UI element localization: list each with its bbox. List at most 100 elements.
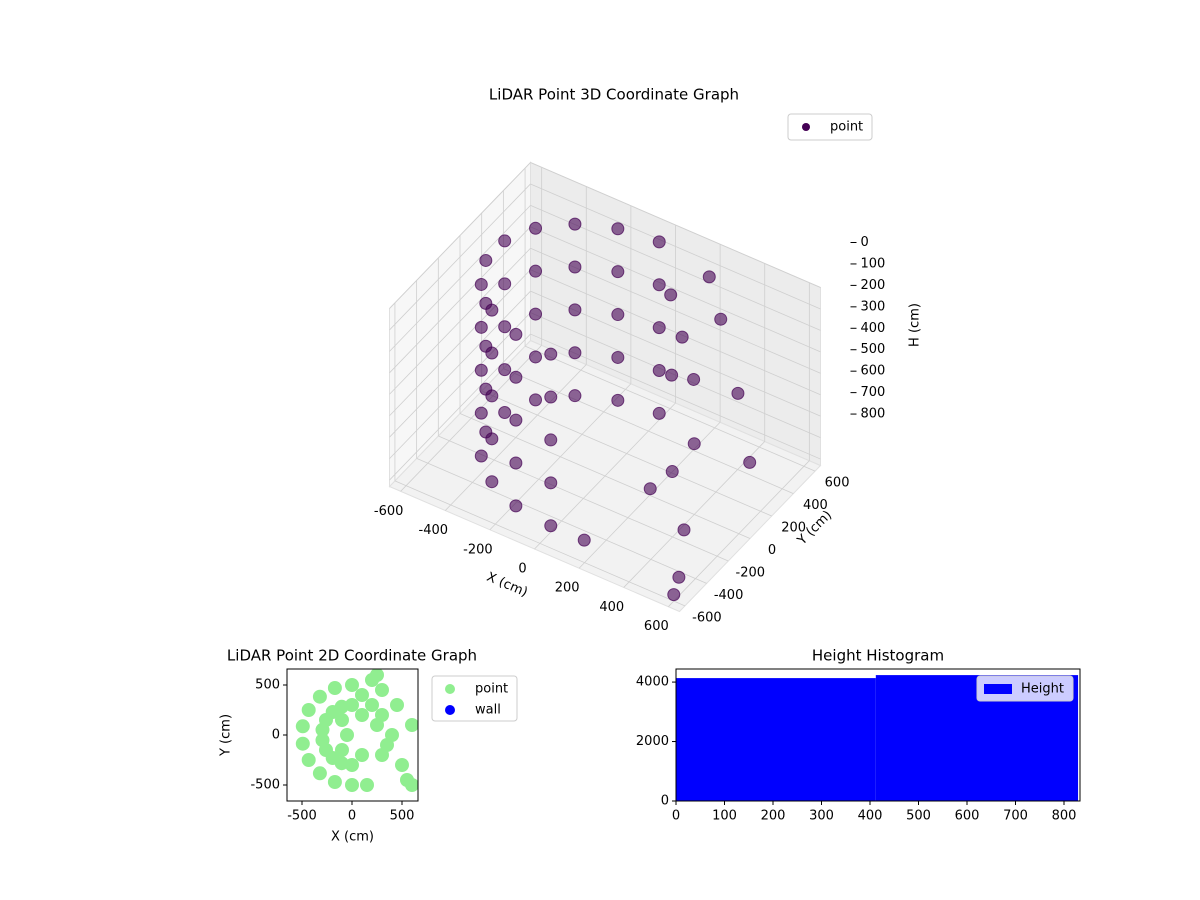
data-point [544,433,558,447]
y-tick-label: 0 [661,794,669,809]
z-tick-label: 700 [861,385,886,400]
data-point [529,264,543,278]
x-tick-label: 200 [761,809,786,824]
y-tick-label: 400 [803,498,828,513]
data-point [529,350,543,364]
data-point [405,718,418,732]
grid-line [394,480,686,607]
y-tick-label: -200 [736,565,766,580]
y-tick-label: 2000 [636,734,669,749]
y-tick-label: -400 [714,588,744,603]
y-tick-label: -500 [250,778,280,793]
data-point [474,320,488,334]
y-tick-label: 200 [781,521,806,536]
data-point [544,519,558,533]
data-point [345,758,359,772]
y-tick-label: 500 [255,678,280,693]
data-point [509,456,523,470]
data-point [375,683,389,697]
data-point [672,570,686,584]
data-point [360,778,374,792]
legend-box [787,113,873,141]
y-tick-label: 4000 [636,675,669,690]
x-tick-label: -200 [463,542,493,557]
z-tick-label: 0 [861,235,869,250]
bar [676,678,876,801]
data-point [665,465,679,479]
data-point [664,288,678,302]
x-tick-label: 0 [518,562,526,577]
data-point [568,346,582,360]
points [295,669,418,792]
data-point [405,778,418,792]
data-point [568,303,582,317]
data-point [611,308,625,322]
data-point [652,235,666,249]
grid-line [389,248,531,395]
x-tick-label: -600 [374,504,404,519]
x-tick-label: -400 [419,523,449,538]
data-point [345,678,359,692]
x-tick-label: 0 [348,809,356,824]
grid-line [459,413,751,539]
data-point [643,482,657,496]
data-point [370,718,384,732]
data-point [327,775,342,789]
data-point [355,688,369,702]
grid-line [524,345,816,472]
legend-label: Height [1021,682,1064,697]
grid-line [389,183,531,331]
grid-line [530,183,821,310]
data-point [544,347,558,361]
data-point [702,270,716,284]
x-tick-label: 400 [858,809,883,824]
data-point [687,372,701,386]
y-tick-label: 0 [768,543,776,558]
z-tick-label: 300 [861,299,886,314]
data-point [667,588,681,602]
data-point [295,719,310,734]
z-tick-label: 200 [861,278,886,293]
data-point [335,713,349,727]
grid-line [389,269,531,417]
data-point [479,382,493,396]
data-point [365,698,379,712]
chart-title: Height Histogram [812,647,944,665]
data-point [568,217,582,231]
data-point [295,736,310,751]
data-point [474,449,488,463]
data-point [479,296,493,310]
x-tick-label: 500 [390,809,415,824]
chart-title: LiDAR Point 2D Coordinate Graph [227,647,477,665]
data-point [652,278,666,292]
grid-line [389,205,531,352]
data-point [327,681,342,695]
data-point [355,748,369,762]
x-axis-label: X (cm) [331,830,374,845]
data-point [474,406,488,420]
grid-line [416,458,707,584]
data-point [479,425,493,439]
x-tick-label: 600 [644,619,669,634]
data-point [390,698,404,712]
grid-line [389,226,531,374]
data-point [675,330,689,344]
legend-label: point [475,682,508,697]
z-tick-label: 500 [861,342,886,357]
data-point [498,405,512,419]
x-tick-label: 300 [809,809,834,824]
grid-line [389,290,531,438]
data-point [677,523,691,537]
legend-marker [802,123,810,131]
legend-label: point [830,120,863,135]
y-axis-label: Y (cm) [219,714,234,757]
legend-marker [445,684,455,694]
data-point [355,708,369,722]
legend-box [976,675,1074,702]
grid-line [389,312,531,459]
data-point [301,753,316,767]
data-point [568,389,582,403]
legend-marker [445,705,455,715]
data-point [474,363,488,377]
